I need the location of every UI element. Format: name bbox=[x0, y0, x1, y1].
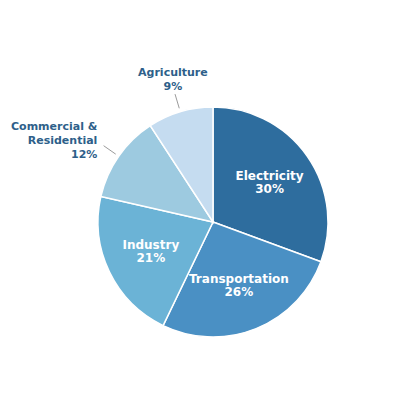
category-label-line: Transportation bbox=[189, 271, 289, 285]
category-label-line: Agriculture bbox=[138, 66, 208, 79]
category-label-line: Commercial & bbox=[11, 120, 98, 133]
category-label-line: Residential bbox=[28, 134, 98, 147]
chart: Electricity30% Transportation26% Industry2… bbox=[0, 0, 413, 413]
data-label: 30% bbox=[255, 182, 284, 196]
category-label: Industry bbox=[122, 237, 179, 251]
data-label: 21% bbox=[136, 251, 165, 265]
category-label-line: Industry bbox=[122, 237, 179, 251]
data-label: 26% bbox=[225, 285, 254, 299]
pie bbox=[98, 107, 328, 337]
category-label: Electricity bbox=[236, 168, 304, 182]
category-label: Commercial &Residential bbox=[11, 120, 98, 147]
leader-line bbox=[104, 146, 115, 154]
category-label: Agriculture bbox=[138, 66, 208, 79]
labels: Electricity30% Transportation26% Industry2… bbox=[11, 66, 304, 300]
pie-slice bbox=[150, 107, 213, 222]
data-label: 9% bbox=[164, 80, 183, 93]
data-label: 12% bbox=[71, 148, 97, 161]
leader-line bbox=[175, 94, 179, 107]
category-label: Transportation bbox=[189, 271, 289, 285]
category-label-line: Electricity bbox=[236, 168, 304, 182]
